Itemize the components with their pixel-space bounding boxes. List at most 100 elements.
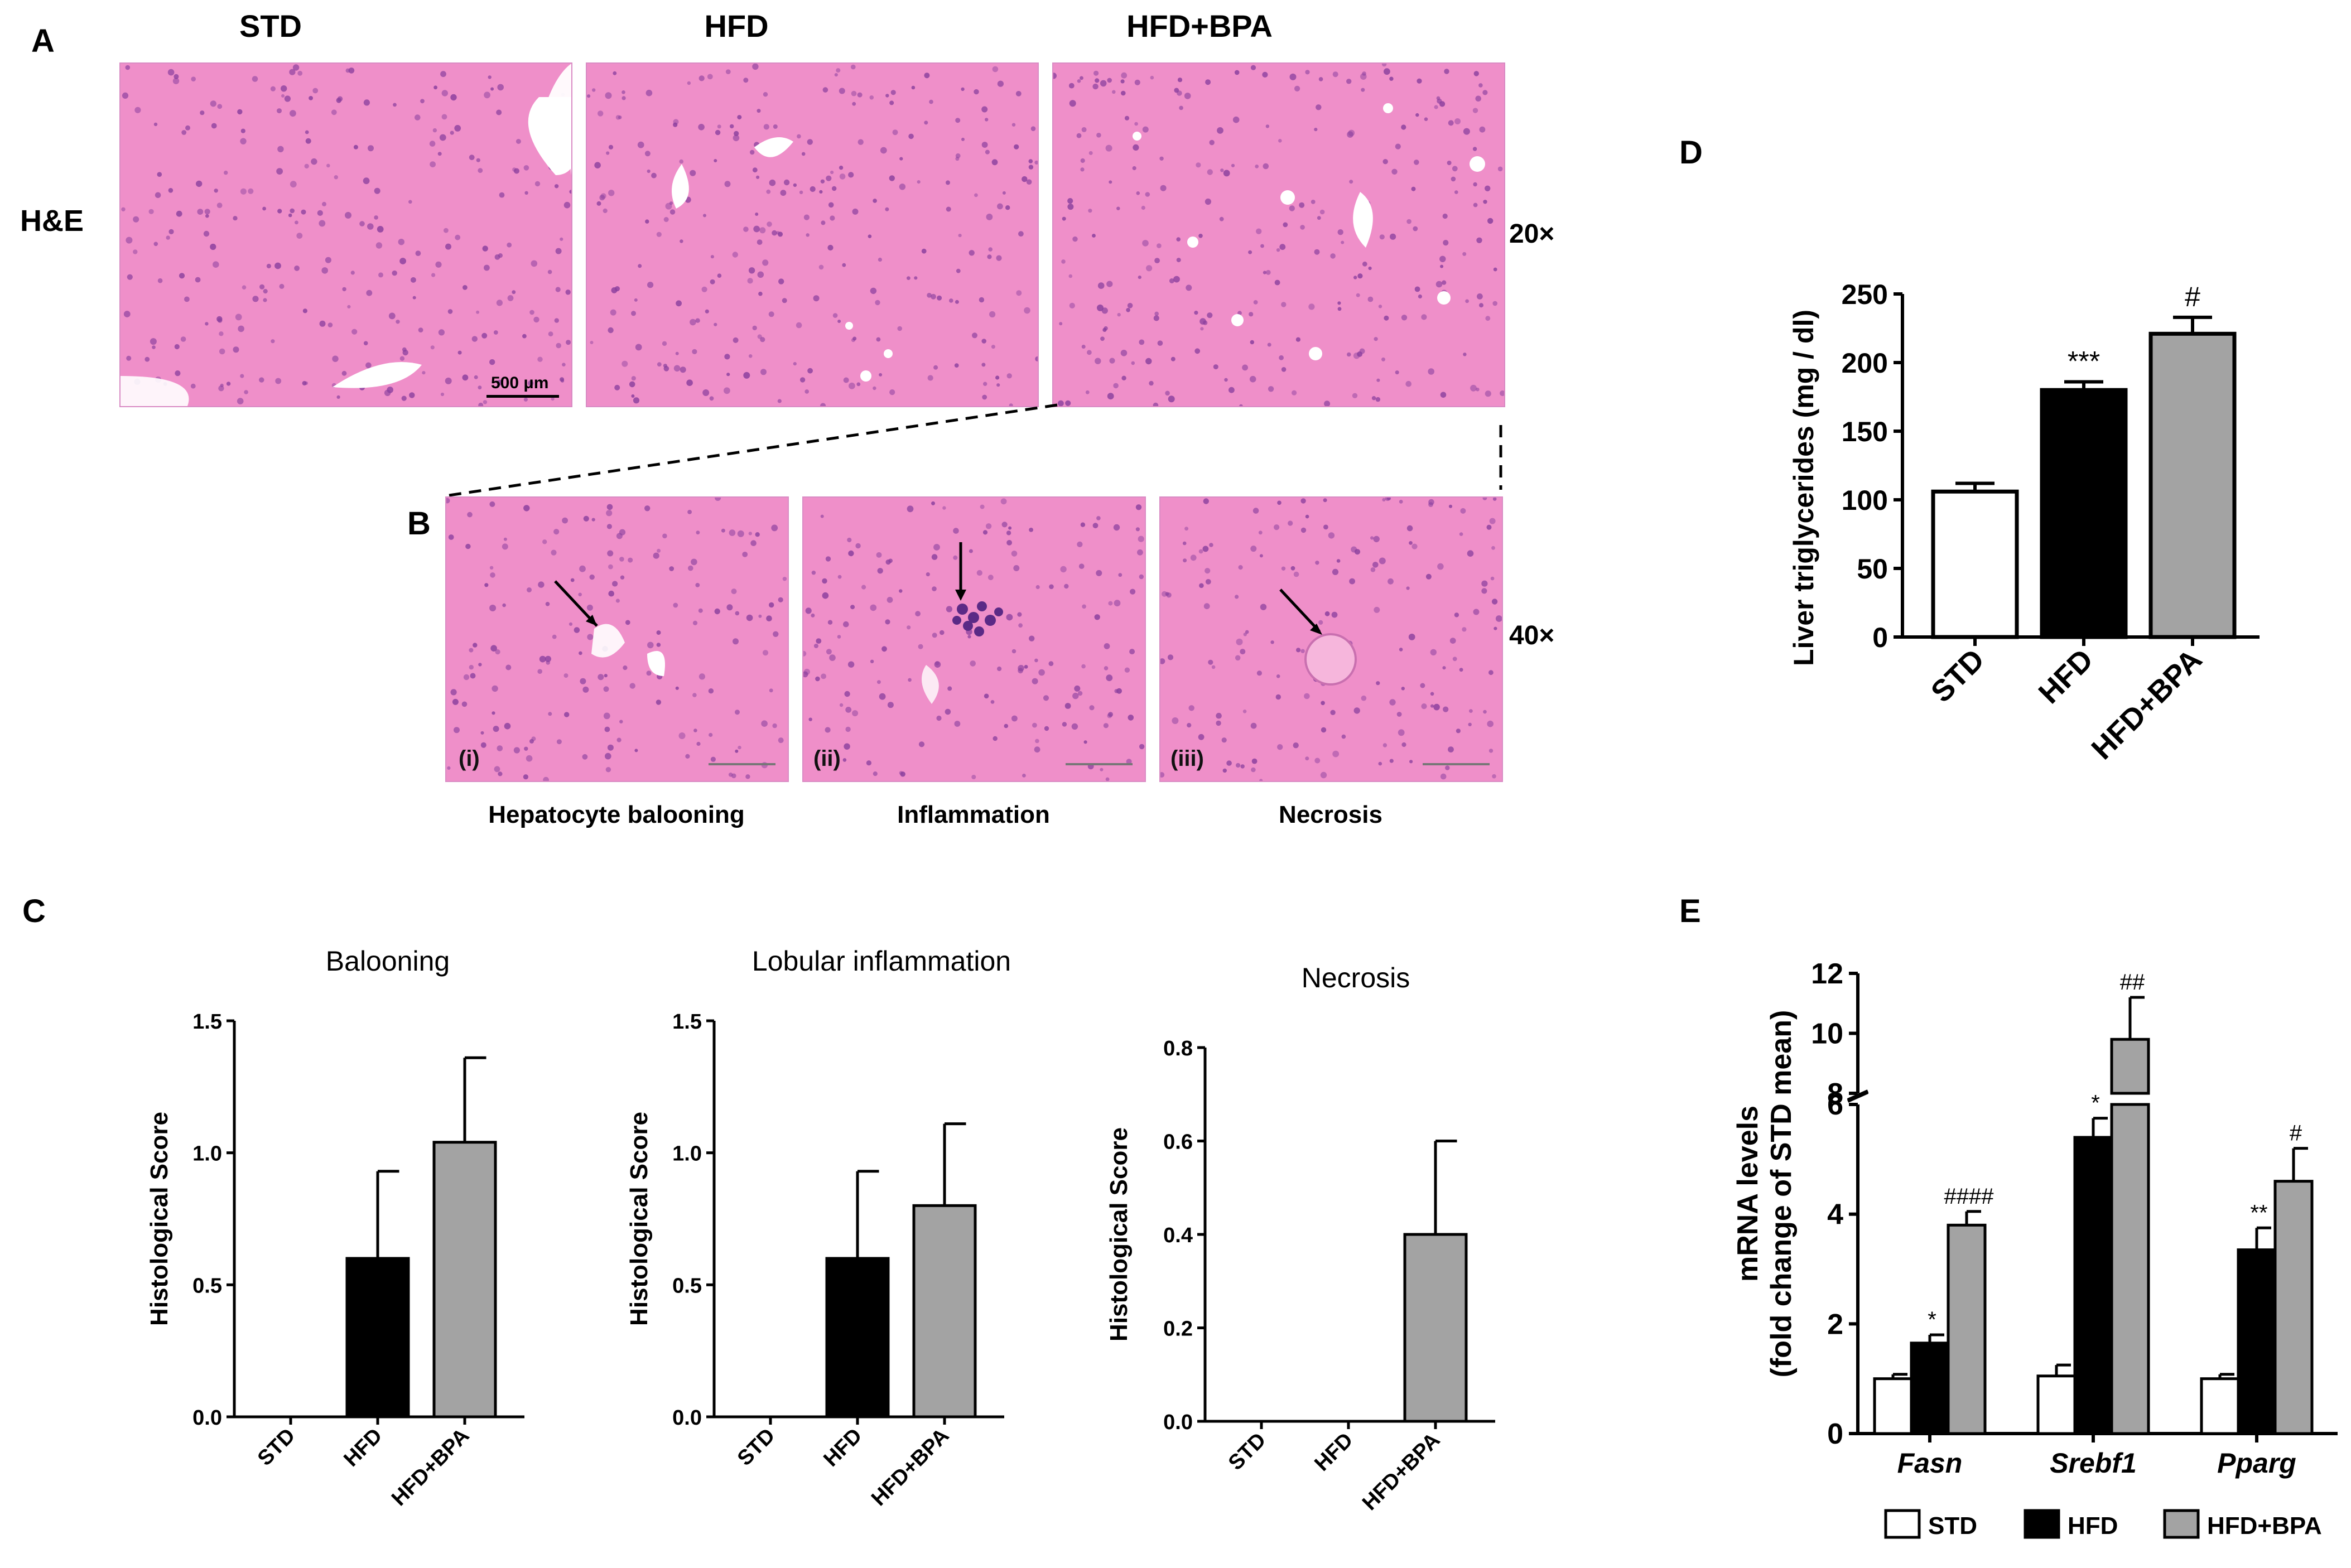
image-label-iii: (iii)	[1170, 746, 1204, 771]
y-tick-label: 10	[1811, 1018, 1843, 1050]
scale-bar-label: 500 μm	[491, 374, 549, 392]
y-tick-label: 200	[1842, 348, 1888, 379]
y-tick-label: 0.5	[192, 1274, 222, 1297]
bar-std	[1931, 489, 2019, 639]
legend-label-hfd: HFD	[2068, 1512, 2118, 1540]
y-axis-label: Histological Score	[625, 1112, 653, 1326]
bar-hfd-bpa	[912, 1204, 977, 1419]
legend-label-std: STD	[1928, 1512, 1977, 1540]
y-tick-label: 6	[1827, 1089, 1843, 1121]
x-tick-label-hfd-bpa: HFD+BPA	[2085, 643, 2208, 766]
column-header-std: STD	[239, 8, 302, 44]
bar-hfd-bpa	[432, 1141, 497, 1419]
bar-pparg-hfd	[2237, 1248, 2277, 1435]
bar-pparg-hfd-bpa	[2273, 1180, 2314, 1435]
micrograph-hfd-bpa-20x	[1052, 62, 1505, 407]
y-tick-label: 0.8	[1163, 1037, 1193, 1060]
bar-hfd	[345, 1257, 410, 1419]
x-tick-label-hfd-bpa: HFD+BPA	[1358, 1429, 1444, 1515]
chart-ballooning: Balooning 0.0 0.5 1.0 1.5 Histological Score S…	[146, 945, 524, 1511]
significance-srebf1-hfd-bpa: ##	[2120, 970, 2145, 995]
y-axis-label: Liver triglycerides (mg / dl)	[1788, 310, 1819, 666]
bar-upper-srebf1-hfd-bpa	[2110, 1038, 2150, 1095]
magnification-20x: 20×	[1509, 219, 1555, 249]
x-tick-label-hfd-bpa: HFD+BPA	[387, 1424, 474, 1511]
bar-fasn-std	[1873, 1377, 1913, 1435]
panel-letter-a: A	[31, 23, 55, 59]
y-tick-label: 0.2	[1163, 1318, 1193, 1341]
chart-title: Balooning	[326, 945, 450, 977]
y-tick-label: 4	[1827, 1199, 1843, 1231]
y-tick-label: 0	[1872, 622, 1888, 653]
y-tick-label: 0.0	[192, 1406, 222, 1430]
bar-srebf1-hfd-bpa	[2110, 1103, 2150, 1435]
y-tick-label: 0.4	[1163, 1224, 1193, 1247]
bar-pparg-std	[2200, 1377, 2240, 1435]
bar-fasn-hfd-bpa	[1947, 1223, 1987, 1435]
bar-hfd	[825, 1257, 890, 1419]
caption-necrosis: Necrosis	[1279, 801, 1382, 828]
image-label-ii: (ii)	[813, 746, 841, 771]
legend-label-hfd-bpa: HFD+BPA	[2207, 1512, 2322, 1540]
panel-letter-e: E	[1679, 893, 1701, 929]
x-tick-label-hfd-bpa: HFD+BPA	[867, 1424, 953, 1511]
y-tick-label: 0.5	[672, 1274, 702, 1297]
panel-letter-b: B	[407, 505, 431, 542]
bar-srebf1-std	[2036, 1374, 2077, 1435]
x-tick-label-hfd: HFD	[1310, 1429, 1357, 1476]
x-tick-label-hfd: HFD	[819, 1424, 866, 1471]
significance-fasn-hfd: *	[1928, 1308, 1936, 1332]
x-tick-label-std: STD	[1925, 643, 1991, 709]
y-tick-label: 250	[1842, 279, 1888, 310]
panel-letter-c: C	[22, 893, 46, 929]
caption-hepatocyte-ballooning: Hepatocyte balooning	[488, 801, 745, 828]
bar-fasn-hfd	[1910, 1342, 1950, 1435]
micrograph-ballooning-40x	[445, 496, 789, 782]
significance-pparg-hfd: **	[2250, 1200, 2267, 1225]
column-header-hfd-bpa: HFD+BPA	[1126, 8, 1273, 44]
significance-fasn-hfd-bpa: ####	[1944, 1184, 1995, 1209]
y-tick-label: 100	[1842, 485, 1888, 516]
image-label-i: (i)	[459, 746, 480, 771]
legend-swatch-hfd	[2024, 1509, 2060, 1539]
chart-liver-triglycerides: 0 50 100 150 200 250 Liver triglycerides (mg /…	[1788, 279, 2260, 766]
y-tick-label: 12	[1811, 958, 1843, 990]
magnification-40x: 40×	[1509, 621, 1555, 650]
x-tick-label-std: STD	[1224, 1429, 1270, 1475]
y-tick-label: 0.6	[1163, 1131, 1193, 1154]
chart-mrna-levels: 0 2 4 68 10 12 mRNA levels (fold change of STD …	[1732, 958, 2338, 1540]
y-axis-label-line2: (fold change of STD mean)	[1765, 1010, 1798, 1378]
y-tick-label: 8	[1827, 1078, 1843, 1110]
chart-lobular-inflammation: Lobular inflammation 0.0 0.5 1.0 1.5 Histolog…	[625, 945, 1011, 1511]
x-tick-label-hfd: HFD	[2032, 643, 2100, 710]
y-tick-label: 1.0	[672, 1142, 702, 1166]
y-axis-label-line1: mRNA levels	[1732, 1106, 1764, 1282]
y-tick-label: 50	[1857, 553, 1888, 585]
x-tick-label-std: STD	[733, 1424, 779, 1470]
y-tick-label: 0.0	[1163, 1411, 1193, 1434]
scale-bar	[486, 395, 559, 398]
significance-hfd-bpa: #	[2185, 281, 2200, 312]
bar-hfd-bpa	[1403, 1233, 1468, 1423]
legend-swatch-std	[1884, 1509, 1921, 1539]
y-tick-label: 0	[1827, 1418, 1843, 1450]
x-tick-label-std: STD	[253, 1424, 300, 1470]
bar-srebf1-hfd	[2073, 1136, 2113, 1435]
significance-pparg-hfd-bpa: #	[2290, 1121, 2302, 1146]
y-tick-label: 1.0	[192, 1142, 222, 1166]
x-tick-label-fasn: Fasn	[1897, 1448, 1963, 1479]
y-tick-label: 1.5	[192, 1010, 222, 1034]
axis-break-mark	[1847, 1091, 1869, 1103]
y-axis-label: Histological Score	[146, 1112, 173, 1326]
micrograph-hfd-20x	[586, 62, 1039, 407]
y-tick-label: 1.5	[672, 1010, 702, 1034]
chart-necrosis: Necrosis 0.0 0.2 0.4 0.6 0.8 Histological Scor…	[1105, 962, 1495, 1515]
y-axis-label: Histological Score	[1105, 1127, 1133, 1342]
chart-title: Necrosis	[1302, 962, 1410, 993]
micrograph-std-20x	[119, 62, 572, 407]
micrograph-necrosis-40x	[1159, 496, 1503, 782]
x-tick-label-srebf1: Srebf1	[2050, 1448, 2137, 1479]
caption-inflammation: Inflammation	[897, 801, 1050, 828]
significance-srebf1-hfd: *	[2091, 1091, 2100, 1116]
panel-letter-d: D	[1679, 134, 1703, 171]
